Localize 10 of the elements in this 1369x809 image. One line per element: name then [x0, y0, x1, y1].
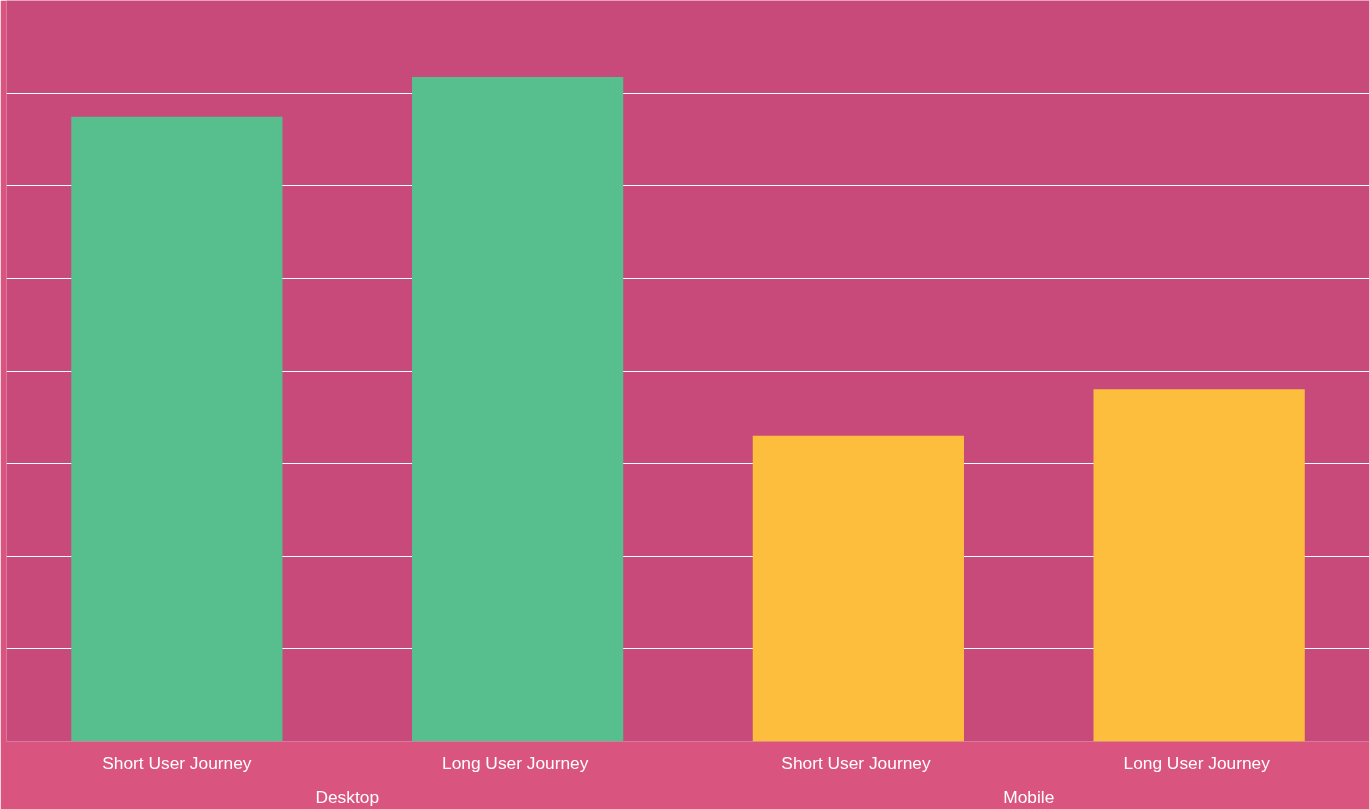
- x-tick-label: Long User Journey: [442, 752, 589, 773]
- x-tick-label: Short User Journey: [781, 752, 931, 773]
- text: Desktop: [315, 786, 380, 807]
- text: Mobile: [1003, 786, 1055, 807]
- bar: [752, 435, 965, 742]
- bar: [411, 76, 624, 742]
- bar: [1093, 389, 1305, 742]
- bar: [71, 116, 283, 742]
- x-tick-label: Long User Journey: [1123, 752, 1271, 773]
- x-tick-label: Short User Journey: [102, 752, 252, 773]
